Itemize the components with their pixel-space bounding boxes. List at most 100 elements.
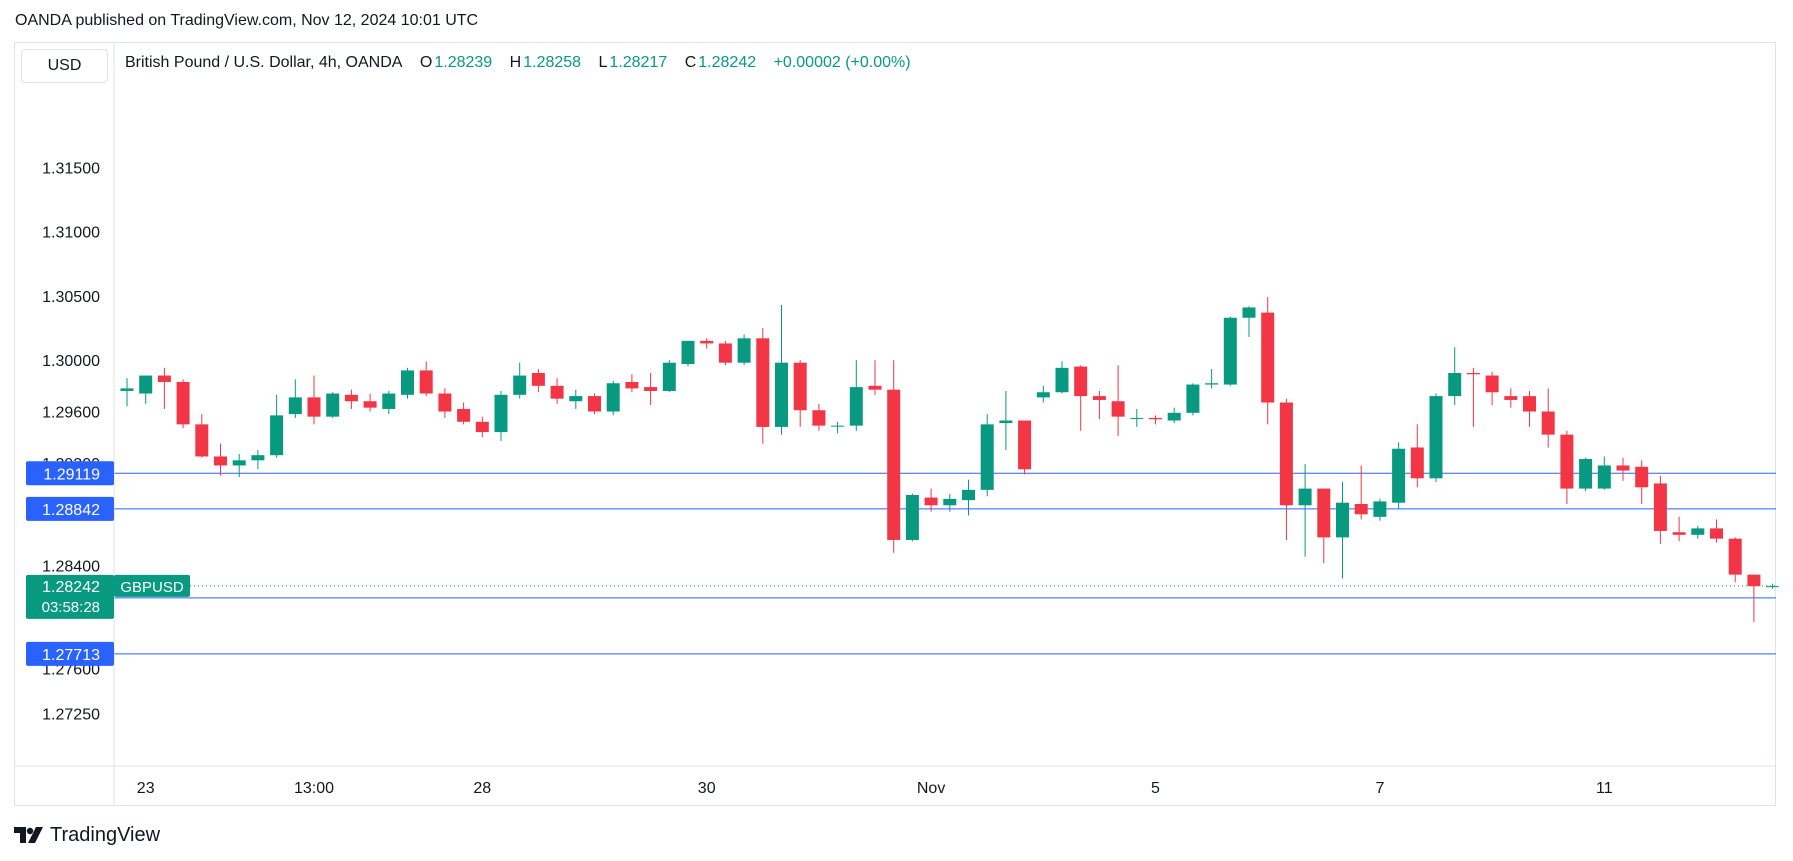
candle-body[interactable] [1223,317,1237,385]
candle-body[interactable] [494,394,508,433]
candle-body[interactable] [195,424,209,457]
candle-body[interactable] [1448,372,1462,397]
candle-body[interactable] [120,388,134,391]
candle-body[interactable] [1710,528,1723,539]
candle-body[interactable] [812,410,826,426]
candle-body[interactable] [1691,528,1705,535]
candle-body[interactable] [232,460,246,466]
candle-body[interactable] [1242,307,1256,318]
candle-body[interactable] [775,362,788,427]
candle-body[interactable] [1130,417,1144,419]
candle-body[interactable] [401,370,414,395]
candle-body[interactable] [644,387,658,391]
candle-body[interactable] [606,383,620,412]
candle-body[interactable] [1597,465,1611,489]
candle-body[interactable] [1523,396,1536,412]
candle-body[interactable] [849,387,863,426]
candle-body[interactable] [588,396,601,412]
candle-body[interactable] [1336,502,1349,538]
candle-body[interactable] [1429,396,1443,479]
candle-body[interactable] [1317,488,1331,538]
candle-body[interactable] [307,397,321,417]
candle-body[interactable] [251,455,265,461]
level-price-tag [26,461,114,486]
candle-body[interactable] [1186,384,1200,413]
candle-body[interactable] [1392,448,1406,503]
candle-body[interactable] [1074,366,1088,397]
candle-body[interactable] [176,381,190,425]
price-tick-label: 1.31000 [42,225,100,242]
candle-body[interactable] [1635,466,1649,488]
candle-body[interactable] [943,498,957,506]
candle-body[interactable] [457,408,471,422]
candle-body[interactable] [700,340,714,344]
candle-body[interactable] [980,424,994,490]
candle-body[interactable] [550,385,564,399]
candle-body[interactable] [1167,412,1181,421]
candle-body[interactable] [139,375,153,394]
candle-body[interactable] [999,420,1013,424]
time-tick-label: 23 [137,780,155,797]
candle-body[interactable] [1747,574,1761,587]
candle-body[interactable] [1055,367,1069,393]
candle-body[interactable] [962,489,975,501]
candle-body[interactable] [737,338,751,363]
tradingview-logo-icon [14,826,43,843]
candle-body[interactable] [1485,375,1499,393]
candle-body[interactable] [681,340,695,364]
candle-body[interactable] [344,394,358,402]
candle-body[interactable] [475,421,489,433]
candle-body[interactable] [1466,372,1480,375]
candle-body[interactable] [288,397,302,415]
candle-body[interactable] [625,381,639,389]
candle-body[interactable] [1149,417,1162,420]
time-tick-label: 30 [698,780,716,797]
candle-body[interactable] [1261,312,1275,403]
candle-body[interactable] [756,338,770,427]
candle-body[interactable] [1560,434,1574,489]
candle-body[interactable] [1298,488,1312,506]
candle-body[interactable] [1111,401,1125,417]
candle-body[interactable] [1018,420,1032,470]
candle-body[interactable] [1672,532,1686,535]
candle-body[interactable] [1373,501,1387,517]
candle-body[interactable] [1728,538,1742,575]
candle-body[interactable] [326,393,340,417]
candle-body[interactable] [569,396,583,402]
current-price-label: 1.28242 [42,579,100,596]
candle-body[interactable] [531,372,545,386]
candle-body[interactable] [1279,402,1293,506]
candle-body[interactable] [513,375,527,395]
candle-body[interactable] [887,389,901,540]
candle-body[interactable] [214,456,227,466]
candle-body[interactable] [1541,411,1555,435]
high-label: H [509,54,522,71]
candle-body[interactable] [905,494,919,540]
published-header: OANDA published on TradingView.com, Nov … [15,12,479,29]
candle-body[interactable] [868,385,882,390]
candle-body[interactable] [157,375,171,382]
candle-body[interactable] [1504,396,1518,400]
candle-body[interactable] [1653,483,1667,531]
candle-body[interactable] [1092,396,1106,400]
candle-body[interactable] [831,425,845,427]
candle-body[interactable] [270,415,284,456]
candle-body[interactable] [662,362,676,391]
candle-body[interactable] [718,343,732,363]
candle-body[interactable] [438,393,452,412]
candle-body[interactable] [363,401,377,408]
candle-body[interactable] [1579,459,1593,489]
candle-body[interactable] [924,497,938,506]
candle-body[interactable] [1036,392,1050,398]
tradingview-logo[interactable]: TradingView [14,824,160,847]
candle-body[interactable] [793,362,807,411]
candle-body[interactable] [382,393,396,409]
candle-body[interactable] [1616,465,1630,471]
candle-body[interactable] [1354,503,1368,515]
currency-selector-button[interactable]: USD [21,49,108,83]
candle-body[interactable] [1410,447,1424,479]
candle-body[interactable] [1205,383,1219,385]
candle-body[interactable] [1766,586,1780,588]
candle-body[interactable] [419,370,433,394]
